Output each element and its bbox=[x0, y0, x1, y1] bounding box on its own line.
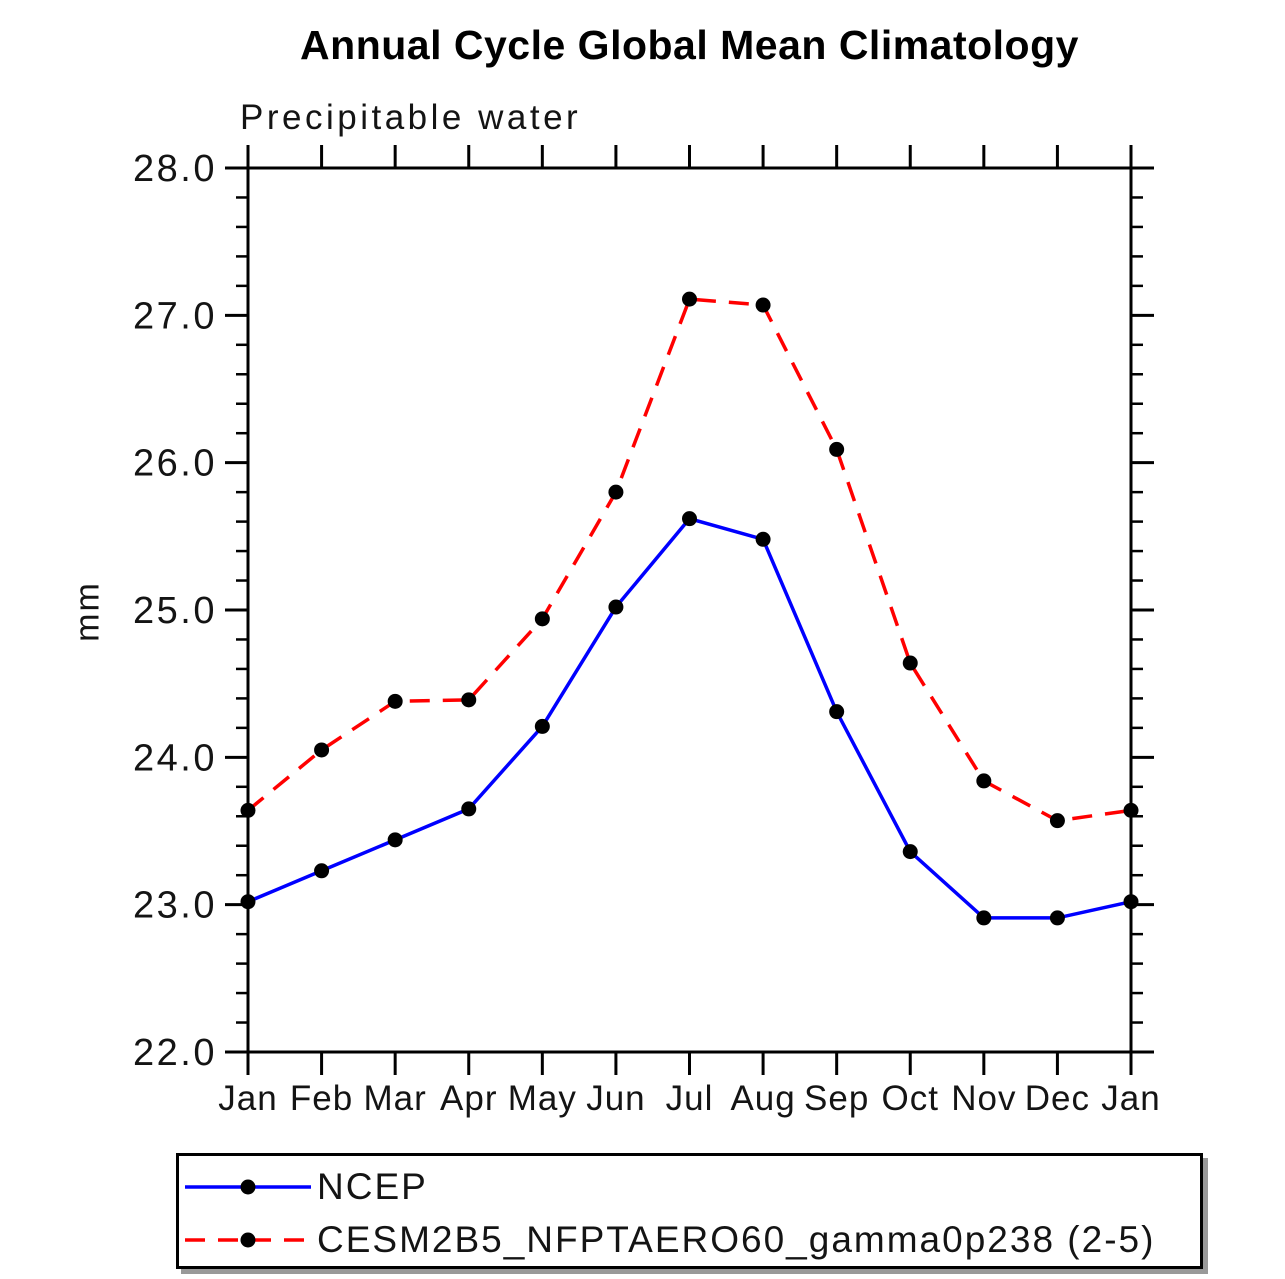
x-tick-label: Jan bbox=[1101, 1079, 1160, 1118]
ncep-data-point bbox=[534, 718, 550, 734]
cesm-data-point bbox=[1123, 802, 1139, 818]
ncep-data-point bbox=[1123, 894, 1139, 910]
legend-item-ncep: NCEP bbox=[183, 1166, 428, 1207]
cesm-sample-marker bbox=[240, 1232, 256, 1248]
cesm-data-point bbox=[1049, 813, 1065, 829]
cesm-data-point bbox=[461, 692, 477, 708]
cesm-line-sample bbox=[185, 1232, 311, 1248]
x-tick-label: Nov bbox=[951, 1079, 1016, 1118]
y-tick-label: 23.0 bbox=[133, 885, 217, 927]
ncep-data-point bbox=[314, 863, 330, 879]
legend-box: NCEP CESM2B5_NFPTAERO60_gamma0p238 (2-5) bbox=[176, 1153, 1203, 1269]
legend-label-cesm: CESM2B5_NFPTAERO60_gamma0p238 (2-5) bbox=[317, 1219, 1156, 1260]
cesm-data-point bbox=[682, 291, 697, 307]
ncep-data-point bbox=[461, 801, 477, 817]
x-tick-label: Sep bbox=[804, 1079, 869, 1118]
cesm-line bbox=[246, 297, 1132, 823]
ncep-data-point bbox=[755, 531, 771, 547]
cesm-data-point bbox=[755, 297, 771, 313]
ncep-data-point bbox=[240, 894, 256, 910]
ncep-data-point bbox=[387, 832, 403, 848]
x-tick-label: Aug bbox=[730, 1079, 795, 1118]
x-tick-label: Feb bbox=[290, 1079, 353, 1118]
x-tick-label: Jul bbox=[666, 1079, 714, 1118]
ncep-data-point bbox=[902, 844, 918, 860]
y-tick-label: 27.0 bbox=[133, 295, 217, 337]
y-tick-label: 28.0 bbox=[133, 148, 217, 190]
cesm-data-point bbox=[829, 441, 845, 457]
ncep-data-point bbox=[1049, 910, 1065, 926]
ncep-line-sample bbox=[185, 1179, 311, 1195]
x-tick-label: Oct bbox=[882, 1079, 939, 1118]
x-tick-label: Dec bbox=[1025, 1079, 1090, 1118]
ncep-line bbox=[247, 516, 1132, 920]
y-tick-label: 22.0 bbox=[133, 1032, 217, 1074]
y-tick-label: 26.0 bbox=[133, 443, 217, 485]
cesm-data-point bbox=[902, 655, 918, 671]
ncep-data-point bbox=[682, 511, 697, 527]
chart-subtitle: Precipitable water bbox=[240, 98, 582, 137]
x-tick-label: Apr bbox=[440, 1079, 497, 1118]
cesm-data-point bbox=[387, 693, 403, 709]
ncep-data-point bbox=[608, 599, 624, 615]
x-tick-label: Mar bbox=[364, 1079, 427, 1118]
chart-title: Annual Cycle Global Mean Climatology bbox=[300, 22, 1079, 68]
x-tick-label: May bbox=[508, 1079, 577, 1118]
x-tick-label: Jun bbox=[586, 1079, 645, 1118]
legend-item-cesm: CESM2B5_NFPTAERO60_gamma0p238 (2-5) bbox=[183, 1219, 1156, 1260]
ncep-data-point bbox=[976, 910, 992, 926]
cesm-data-point bbox=[534, 611, 550, 627]
ncep-data-point bbox=[829, 704, 845, 720]
legend-label-ncep: NCEP bbox=[317, 1166, 428, 1207]
cesm-data-point bbox=[608, 484, 624, 500]
x-tick-label: Jan bbox=[218, 1079, 277, 1118]
cesm-data-point bbox=[240, 802, 256, 818]
cesm-data-point bbox=[976, 773, 992, 789]
y-tick-label: 25.0 bbox=[133, 590, 217, 632]
cesm-data-point bbox=[314, 742, 330, 758]
ncep-sample-marker bbox=[240, 1179, 256, 1195]
y-tick-label: 24.0 bbox=[133, 737, 217, 779]
